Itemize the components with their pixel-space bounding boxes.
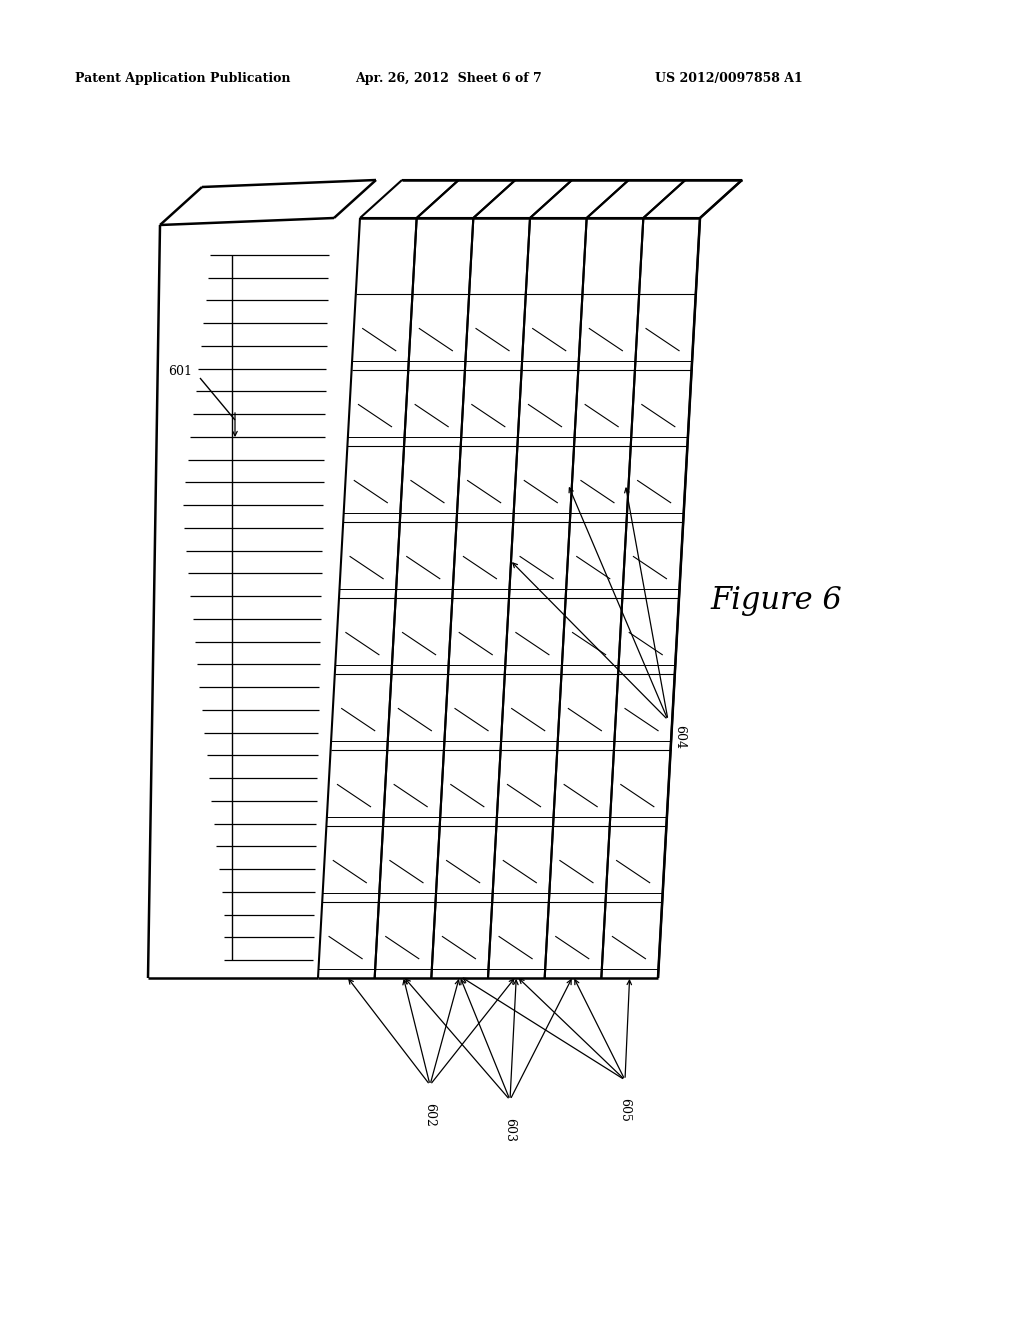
Text: 603: 603: [504, 1118, 516, 1142]
Text: 605: 605: [618, 1098, 632, 1122]
Text: Apr. 26, 2012  Sheet 6 of 7: Apr. 26, 2012 Sheet 6 of 7: [355, 73, 542, 84]
Text: 602: 602: [424, 1104, 436, 1127]
Text: 601: 601: [168, 366, 193, 378]
Text: US 2012/0097858 A1: US 2012/0097858 A1: [655, 73, 803, 84]
Text: Figure 6: Figure 6: [710, 585, 842, 615]
Text: Patent Application Publication: Patent Application Publication: [75, 73, 291, 84]
Text: 604: 604: [673, 725, 686, 748]
